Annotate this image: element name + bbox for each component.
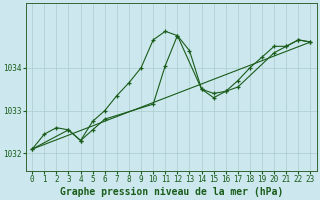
X-axis label: Graphe pression niveau de la mer (hPa): Graphe pression niveau de la mer (hPa) — [60, 186, 283, 197]
